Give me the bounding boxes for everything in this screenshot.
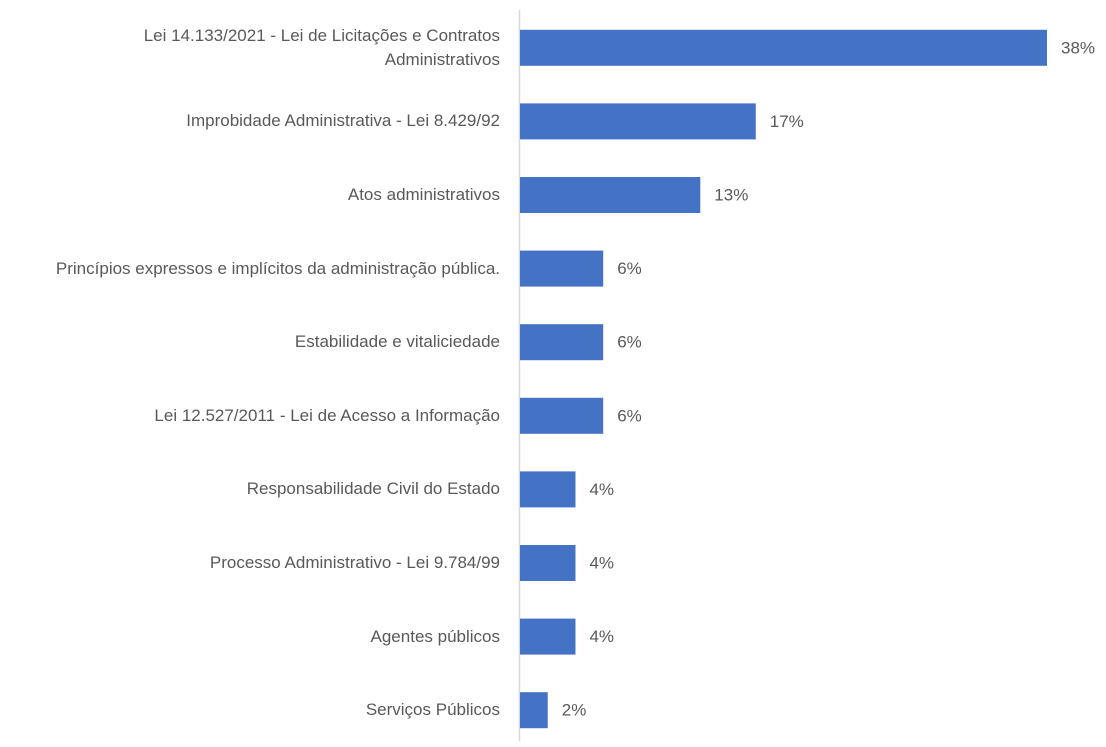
bar xyxy=(520,397,604,434)
bar xyxy=(520,618,576,655)
bar xyxy=(520,545,576,581)
value-label: 6% xyxy=(617,406,642,425)
category-label: Improbidade Administrativa - Lei 8.429/9… xyxy=(186,111,500,131)
value-label: 38% xyxy=(1061,38,1095,57)
bar xyxy=(520,250,604,287)
bar xyxy=(520,177,701,213)
category-label: Responsabilidade Civil do Estado xyxy=(246,479,500,499)
value-label: 4% xyxy=(589,480,614,499)
value-label: 17% xyxy=(770,112,804,131)
value-label: 4% xyxy=(589,553,614,572)
bar xyxy=(520,692,548,729)
bar xyxy=(520,29,1047,66)
bar xyxy=(520,471,576,508)
bar xyxy=(520,103,756,140)
category-label: Princípios expressos e implícitos da adm… xyxy=(55,258,500,278)
category-label: Serviços Públicos xyxy=(365,700,500,720)
category-label: Agentes públicos xyxy=(370,626,500,646)
category-label: Estabilidade e vitaliciedade xyxy=(294,332,500,352)
value-label: 6% xyxy=(617,333,642,352)
category-label: Lei 14.133/2021 - Lei de Licitações e Co… xyxy=(143,25,500,69)
value-label: 4% xyxy=(589,627,614,646)
category-label: Lei 12.527/2011 - Lei de Acesso a Inform… xyxy=(154,405,500,425)
category-label: Atos administrativos xyxy=(347,184,500,204)
category-label: Processo Administrativo - Lei 9.784/99 xyxy=(209,552,500,572)
value-label: 2% xyxy=(562,701,587,720)
value-label: 13% xyxy=(714,185,748,204)
bar xyxy=(520,324,604,361)
value-label: 6% xyxy=(617,259,642,278)
